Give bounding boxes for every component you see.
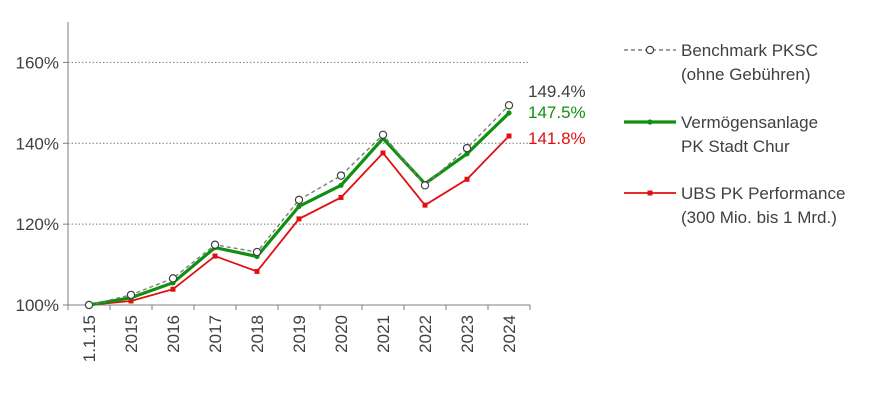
legend-marker bbox=[647, 190, 653, 196]
point-benchmark bbox=[420, 181, 430, 190]
legend-label: Vermögensanlage bbox=[681, 113, 818, 132]
x-axis-ticks: 1.1.15 2015 2016 2017 2018 2019 2020 2021 2022 20… bbox=[67, 305, 531, 362]
gridlines bbox=[68, 61, 530, 225]
point-benchmark bbox=[168, 274, 178, 283]
point-vermoegensanlage bbox=[464, 151, 470, 157]
point-ubs bbox=[254, 268, 260, 274]
end-labels: 149.4% 147.5% 141.8% bbox=[528, 82, 586, 148]
y-tick-label: 160% bbox=[16, 53, 59, 72]
point-benchmark bbox=[210, 240, 220, 249]
point-ubs bbox=[464, 176, 470, 182]
point-ubs bbox=[506, 133, 512, 139]
point-vermoegensanlage bbox=[338, 182, 344, 188]
series-line-0 bbox=[88, 104, 510, 306]
end-label: 149.4% bbox=[528, 82, 586, 101]
y-tick-label: 100% bbox=[16, 296, 59, 315]
point-benchmark bbox=[462, 143, 472, 153]
legend-marker bbox=[645, 45, 655, 55]
axes bbox=[67, 22, 530, 306]
point-ubs bbox=[380, 150, 386, 156]
x-tick-label: 2017 bbox=[206, 315, 225, 353]
point-benchmark bbox=[336, 171, 346, 180]
point-benchmark bbox=[252, 247, 262, 257]
legend-label: UBS PK Performance bbox=[681, 184, 845, 203]
point-benchmark bbox=[504, 101, 514, 110]
series-group bbox=[84, 101, 514, 310]
x-tick-label: 2022 bbox=[416, 315, 435, 353]
end-label: 147.5% bbox=[528, 103, 586, 122]
x-tick-label: 1.1.15 bbox=[80, 315, 99, 362]
x-tick-label: 2018 bbox=[248, 315, 267, 353]
legend-label: Benchmark PKSC bbox=[681, 41, 818, 60]
point-ubs bbox=[128, 298, 134, 304]
legend-label: PK Stadt Chur bbox=[681, 137, 790, 156]
x-tick-label: 2016 bbox=[164, 315, 183, 353]
end-label: 141.8% bbox=[528, 129, 586, 148]
point-benchmark bbox=[84, 300, 94, 310]
x-tick-label: 2024 bbox=[500, 315, 519, 353]
legend: Benchmark PKSC (ohne Gebühren) Vermögensan… bbox=[624, 41, 845, 227]
point-vermoegensanlage bbox=[506, 110, 512, 116]
x-tick-label: 2021 bbox=[374, 315, 393, 353]
point-vermoegensanlage bbox=[296, 203, 302, 209]
y-tick-label: 120% bbox=[16, 215, 59, 234]
point-ubs bbox=[422, 202, 428, 208]
legend-label: (300 Mio. bis 1 Mrd.) bbox=[681, 208, 837, 227]
legend-marker bbox=[647, 119, 653, 125]
point-ubs bbox=[338, 194, 344, 200]
point-benchmark bbox=[294, 195, 304, 205]
y-tick-label: 140% bbox=[16, 134, 59, 153]
point-benchmark bbox=[378, 130, 388, 139]
legend-label: (ohne Gebühren) bbox=[681, 65, 810, 84]
x-tick-label: 2019 bbox=[290, 315, 309, 353]
point-ubs bbox=[212, 253, 218, 259]
series-line-1 bbox=[88, 111, 511, 307]
x-tick-label: 2015 bbox=[122, 315, 141, 353]
point-benchmark bbox=[126, 290, 136, 300]
x-tick-label: 2020 bbox=[332, 315, 351, 353]
y-axis-ticks: 100% 120% 140% 160% bbox=[16, 53, 68, 315]
point-ubs bbox=[296, 216, 302, 222]
x-tick-label: 2023 bbox=[458, 315, 477, 353]
point-ubs bbox=[170, 286, 176, 292]
